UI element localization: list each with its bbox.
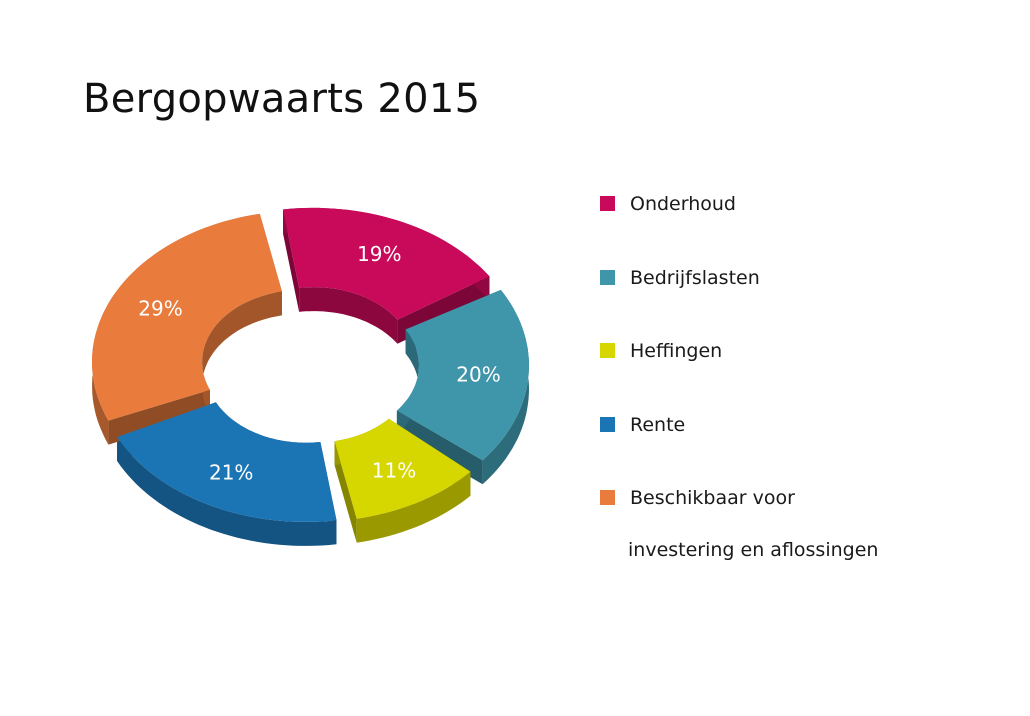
slice-beschikbaar [92, 213, 282, 421]
legend-label-bedrijfslasten: Bedrijfslasten [630, 267, 760, 289]
legend-swatch-onderhoud [600, 196, 615, 211]
slice-label-beschikbaar: 29% [138, 296, 182, 320]
slice-label-rente: 21% [209, 461, 253, 485]
legend-label-onderhoud: Onderhoud [630, 193, 736, 215]
legend-swatch-beschikbaar [600, 490, 615, 505]
legend-label-beschikbaar-line2: investering en aflossingen [628, 539, 879, 561]
slice-label-onderhoud: 19% [357, 242, 401, 266]
slice-rente [117, 402, 337, 522]
legend-label-rente: Rente [630, 414, 686, 436]
legend-swatch-bedrijfslasten [600, 270, 615, 285]
slice-onderhoud [283, 207, 490, 320]
legend-swatch-rente [600, 417, 615, 432]
slice-heffingen [334, 418, 471, 519]
chart-title: Bergopwaarts 2015 [83, 76, 481, 122]
slice-label-heffingen: 11% [372, 459, 416, 483]
slice-label-bedrijfslasten: 20% [456, 362, 500, 386]
legend-label-beschikbaar: Beschikbaar voor [630, 487, 795, 509]
legend-label-heffingen: Heffingen [630, 340, 723, 362]
legend-swatch-heffingen [600, 343, 615, 358]
slice-bedrijfslasten [396, 289, 529, 461]
